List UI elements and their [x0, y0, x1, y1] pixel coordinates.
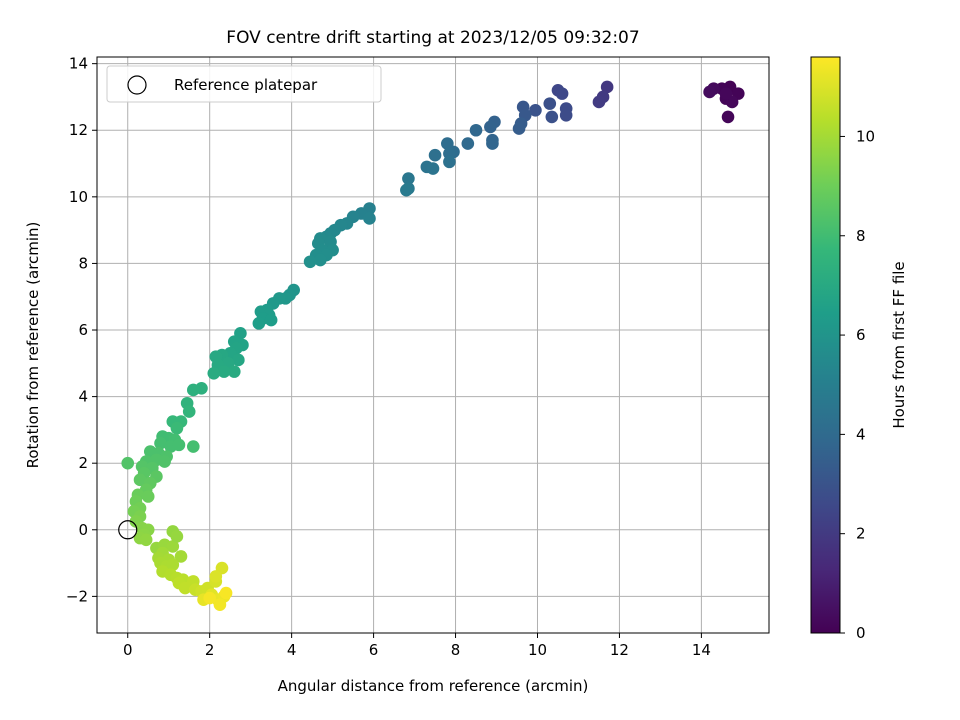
data-point — [203, 591, 216, 605]
data-point — [170, 421, 184, 435]
data-point — [719, 87, 733, 100]
colorbar-tick-label: 0 — [856, 624, 866, 642]
data-point — [209, 570, 223, 583]
data-point — [227, 365, 241, 378]
data-point — [486, 137, 499, 150]
y-axis-label: Rotation from reference (arcmin) — [24, 222, 42, 469]
data-point — [303, 255, 317, 269]
y-tick-label: 14 — [69, 55, 88, 73]
colorbar-tick-label: 10 — [856, 127, 875, 145]
data-point — [252, 317, 266, 330]
data-point — [219, 586, 233, 600]
legend-box — [106, 65, 382, 103]
data-point — [543, 97, 557, 110]
data-point — [461, 137, 475, 150]
x-axis-label: Angular distance from reference (arcmin) — [278, 677, 589, 695]
data-point — [512, 122, 526, 135]
data-point — [158, 455, 171, 468]
data-point — [428, 148, 442, 162]
y-tick-label: 0 — [78, 521, 88, 539]
y-axis-ticks: −2 0 2 4 6 8 10 12 14 — [66, 55, 97, 605]
data-point — [133, 473, 147, 487]
data-point — [400, 183, 413, 197]
data-point — [232, 353, 245, 367]
x-tick-label: 6 — [369, 641, 379, 659]
data-point — [441, 137, 454, 150]
colorbar-ticks: 0 2 4 6 8 10 — [840, 127, 875, 642]
data-point — [592, 95, 606, 109]
data-point — [363, 212, 376, 225]
x-axis-ticks: 0 2 4 6 8 10 12 14 — [123, 633, 711, 659]
x-tick-label: 12 — [610, 641, 629, 659]
data-point — [207, 367, 221, 380]
legend-label-reference: Reference platepar — [174, 76, 318, 94]
y-tick-label: 12 — [69, 121, 88, 139]
data-point — [172, 438, 186, 452]
legend: Reference platepar — [106, 65, 382, 103]
data-point — [402, 172, 415, 185]
data-point — [443, 155, 456, 169]
colorbar-tick-label: 8 — [856, 227, 866, 245]
data-point — [721, 110, 735, 124]
reference-platepar-marker — [118, 520, 138, 540]
data-point — [166, 558, 180, 572]
data-point — [141, 490, 155, 503]
data-point — [703, 85, 716, 99]
y-tick-label: −2 — [66, 587, 88, 605]
x-tick-label: 4 — [287, 641, 297, 659]
data-point — [186, 440, 200, 453]
plot-area-frame — [96, 56, 770, 634]
data-point — [600, 80, 614, 94]
legend-marker-reference — [127, 75, 147, 95]
colorbar — [810, 56, 841, 634]
colorbar-tick-label: 6 — [856, 326, 866, 344]
y-tick-label: 8 — [78, 254, 88, 272]
x-tick-label: 14 — [692, 641, 711, 659]
data-point — [213, 598, 227, 611]
data-point — [182, 405, 196, 418]
colorbar-tick-label: 4 — [856, 425, 866, 443]
data-point — [314, 253, 327, 267]
data-point — [469, 123, 483, 137]
data-point — [121, 456, 135, 470]
y-tick-label: 4 — [78, 388, 88, 406]
data-point — [217, 365, 231, 378]
data-point — [170, 530, 184, 543]
data-point — [139, 533, 153, 547]
data-point — [154, 436, 167, 450]
x-tick-label: 2 — [205, 641, 215, 659]
colorbar-tick-label: 2 — [856, 525, 866, 543]
x-tick-label: 0 — [123, 641, 133, 659]
data-point — [545, 110, 559, 124]
data-point — [555, 87, 569, 100]
chart-title: FOV centre drift starting at 2023/12/05 … — [226, 28, 639, 48]
data-point — [559, 108, 573, 122]
x-tick-label: 10 — [528, 641, 547, 659]
data-point — [166, 540, 180, 553]
data-point — [529, 103, 542, 117]
x-tick-label: 8 — [451, 641, 461, 659]
y-tick-label: 6 — [78, 321, 88, 339]
y-tick-label: 2 — [78, 454, 88, 472]
y-tick-label: 10 — [69, 188, 88, 206]
data-point — [426, 162, 440, 175]
data-point — [186, 383, 200, 397]
data-point — [484, 120, 497, 134]
data-point — [264, 313, 278, 327]
data-points — [118, 80, 745, 611]
colorbar-label: Hours from first FF file — [890, 261, 908, 428]
data-point — [174, 550, 188, 563]
